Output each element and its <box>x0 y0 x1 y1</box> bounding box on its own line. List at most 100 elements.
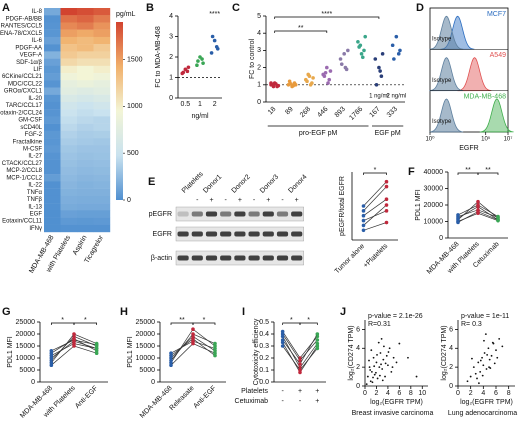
y-tick-label: 3 <box>257 47 261 54</box>
heatmap-cell <box>44 116 61 124</box>
blot-band <box>262 211 274 217</box>
heatmap-cell <box>93 188 111 197</box>
x-tick-label: 2 <box>469 390 473 397</box>
row-label: RANTES/CCL5 <box>1 24 43 30</box>
heatmap-cell <box>77 195 94 204</box>
blot-band <box>205 211 218 217</box>
x-axis-label: EGFR <box>459 145 478 152</box>
significance-bracket <box>274 16 380 19</box>
data-point <box>213 341 217 346</box>
colorbar-tick-label: 500 <box>127 150 139 157</box>
data-point <box>385 354 388 357</box>
panel-letter: J <box>340 306 346 318</box>
data-point <box>388 347 391 350</box>
heatmap-cell <box>60 73 78 81</box>
y-tick-label: 5000 <box>139 367 155 374</box>
heatmap-cell <box>60 181 78 189</box>
y-tick-label: 10000 <box>16 355 36 362</box>
data-point <box>371 381 374 384</box>
heatmap-cell <box>44 94 61 103</box>
data-point <box>380 52 385 56</box>
data-point <box>191 327 195 332</box>
heatmap-cell <box>60 152 78 160</box>
heatmap-cell <box>60 116 78 124</box>
heatmap-cell <box>44 73 61 81</box>
y-tick-label: 30000 <box>424 185 444 192</box>
data-point <box>308 83 313 87</box>
y-tick-label: 0 <box>169 95 173 102</box>
stat-annotation: p-value = 1e-11 <box>461 313 509 320</box>
y-tick-label: 25000 <box>16 319 36 326</box>
x-tick-label: 1786 <box>348 106 364 122</box>
data-point <box>481 374 484 377</box>
heatmap-cell <box>77 166 94 175</box>
heatmap-cell <box>93 109 111 117</box>
legend-label: Isotype <box>432 78 452 84</box>
data-point <box>377 341 380 344</box>
x-tick-label: Anti-EGF <box>192 385 217 410</box>
row-label: TARC/CCL17 <box>6 103 43 109</box>
x-axis-label: ng/ml <box>191 113 209 120</box>
data-point <box>380 337 383 340</box>
x-axis-label: log₂(EGFR TPM) <box>370 399 423 406</box>
panel-letter: G <box>2 306 11 318</box>
heatmap-cell <box>93 22 111 30</box>
blot-band <box>276 255 289 261</box>
row-label: sCD40L <box>20 125 42 131</box>
point-note: 1 ng/ml <box>369 94 389 100</box>
x-tick-label: 18 <box>267 106 278 117</box>
data-point <box>365 383 368 386</box>
band-label: EGFR <box>153 231 172 238</box>
heatmap-cell <box>77 58 94 67</box>
y-tick-label: 0.4 <box>259 331 269 338</box>
y-tick-label: 0.0 <box>259 379 269 386</box>
data-point <box>493 362 496 365</box>
data-point <box>485 368 488 370</box>
heatmap-cell <box>77 36 94 45</box>
heatmap-cell <box>77 65 94 74</box>
significance-bracket <box>73 322 98 325</box>
x-tick-label: 8 <box>409 390 413 397</box>
data-point <box>370 370 373 373</box>
treatment-symbol: + <box>266 197 270 204</box>
data-point <box>366 375 369 378</box>
y-tick-label: 6 <box>356 326 360 333</box>
data-point <box>373 57 378 61</box>
y-tick-label: 3 <box>169 33 173 40</box>
y-tick-label: 0 <box>439 235 443 242</box>
condition-symbol: + <box>298 388 302 395</box>
data-point <box>495 349 497 352</box>
data-point <box>491 341 494 344</box>
row-label: IL-27 <box>28 154 42 160</box>
data-point <box>361 218 366 223</box>
blot-band <box>262 255 274 261</box>
row-label: IL-20 <box>28 96 42 102</box>
data-point <box>328 69 333 73</box>
row-label: MDC/CCL22 <box>8 81 43 87</box>
row-label: Eotaxin-2/CCL24 <box>0 110 43 116</box>
x-tick-label: 10⁰ <box>425 136 435 143</box>
colorbar <box>116 22 123 200</box>
data-point <box>415 375 418 378</box>
condition-label: Cetuximab <box>235 398 269 405</box>
blot-band <box>234 231 246 237</box>
data-point <box>323 70 328 75</box>
heatmap-cell <box>93 203 111 211</box>
heatmap-cell <box>44 181 61 189</box>
heatmap-cell <box>77 22 94 30</box>
y-axis-label: PDL1 MFI <box>127 336 134 368</box>
significance-bracket <box>299 322 318 325</box>
heatmap-cell <box>77 138 94 146</box>
heatmap-cell <box>93 101 111 110</box>
blot-band <box>234 211 246 217</box>
blot-band <box>205 255 218 261</box>
x-tick-label: 4 <box>386 390 390 397</box>
data-point <box>390 370 393 373</box>
data-point <box>488 366 490 369</box>
y-tick-label: 5 <box>257 13 261 20</box>
stat-annotation: R=0.31 <box>368 321 391 328</box>
data-point <box>359 52 364 56</box>
heatmap-cell <box>60 22 78 30</box>
y-tick-label: 10000 <box>136 355 156 362</box>
